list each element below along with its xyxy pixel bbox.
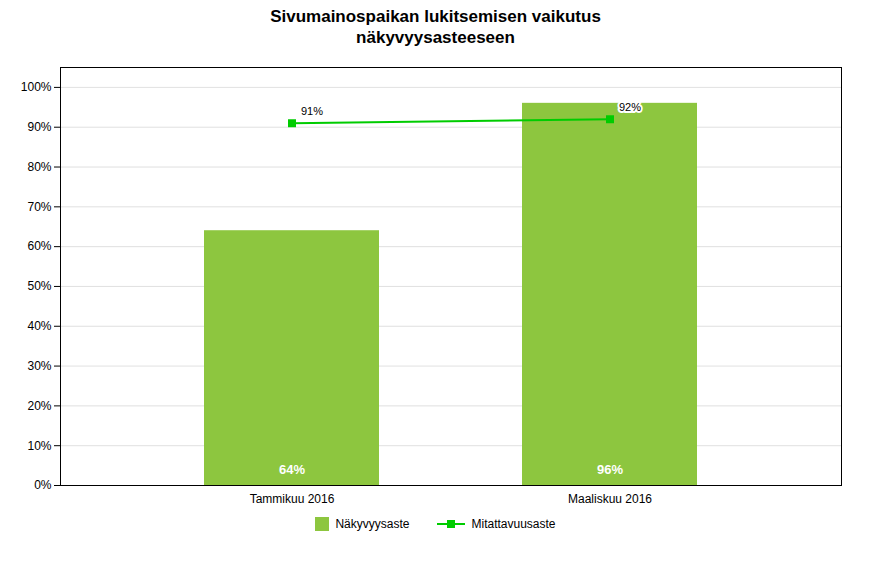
- svg-text:60%: 60%: [27, 239, 51, 253]
- svg-text:64%: 64%: [279, 461, 305, 476]
- svg-text:90%: 90%: [27, 120, 51, 134]
- svg-text:80%: 80%: [27, 159, 51, 173]
- svg-text:20%: 20%: [27, 398, 51, 412]
- html-text:Mitattavuusaste: Mitattavuusaste: [471, 516, 556, 531]
- svg-text:50%: 50%: [27, 279, 51, 293]
- svg-text:30%: 30%: [27, 358, 51, 372]
- svg-text:0%: 0%: [34, 478, 52, 492]
- svg-text:100%: 100%: [21, 80, 52, 94]
- html-text:Sivumainospaikan lukitsemisen: Sivumainospaikan lukitsemisen vaikutus n…: [270, 7, 601, 48]
- svg-text:Maaliskuu 2016: Maaliskuu 2016: [568, 492, 652, 506]
- svg-text:40%: 40%: [27, 319, 51, 333]
- svg-text:92%: 92%: [619, 100, 641, 112]
- svg-text:70%: 70%: [27, 199, 51, 213]
- svg-text:Tammikuu 2016: Tammikuu 2016: [250, 492, 335, 506]
- svg-text:96%: 96%: [597, 461, 623, 476]
- svg-text:91%: 91%: [301, 104, 323, 116]
- html-text:Näkyvyysaste: Näkyvyysaste: [335, 516, 410, 531]
- svg-text:10%: 10%: [27, 438, 51, 452]
